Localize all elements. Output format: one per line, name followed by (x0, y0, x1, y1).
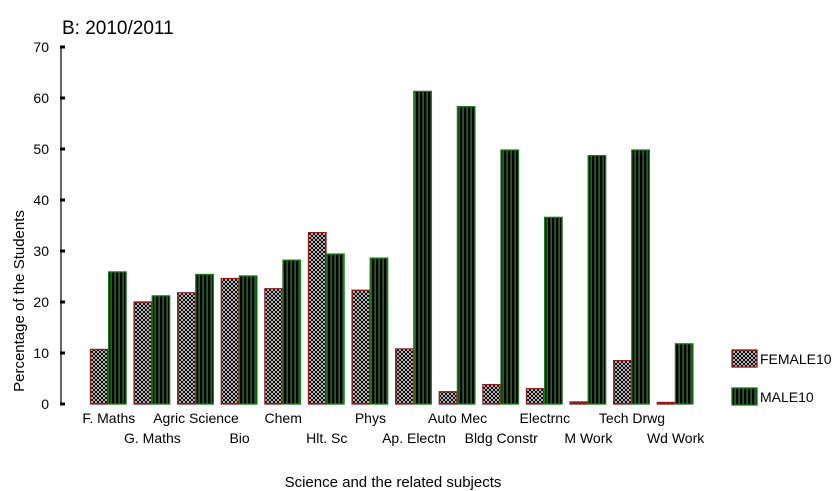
bar-male10-agric-science (195, 273, 214, 405)
bar-female10-electrnc (525, 388, 545, 405)
x-tick-label: G. Maths (124, 430, 181, 446)
bar-female10-auto-mec (438, 391, 458, 405)
y-tick-label: 30 (33, 243, 49, 259)
bar-female10-m-work (569, 401, 589, 405)
y-tick-label: 40 (33, 192, 49, 208)
x-tick-label: Agric Science (153, 410, 239, 426)
bar-female10-tech-drwg (613, 359, 632, 405)
x-axis-label: Science and the related subjects (285, 474, 502, 491)
x-tick-label: Tech Drwg (599, 410, 665, 426)
legend-swatch-male10 (731, 387, 758, 406)
legend-label-male10: MALE10 (760, 389, 814, 405)
bar-male10-m-work (587, 154, 607, 405)
legend-swatch-female10 (731, 349, 758, 368)
x-tick-label: Hlt. Sc (306, 430, 347, 446)
y-tick-label: 10 (33, 345, 49, 361)
legend-label-female10: FEMALE10 (760, 351, 832, 367)
bar-male10-hlt-sc (325, 253, 345, 405)
x-tick-labels: F. Maths G. Maths Agric Science Bio ChemHlt.… (82, 410, 705, 446)
bars-group (89, 90, 694, 405)
bar-male10-tech-drwg (631, 149, 650, 405)
bar-male10-bio (238, 275, 258, 405)
y-tick-label: 20 (33, 294, 49, 310)
x-tick-label: F. Maths (82, 410, 135, 426)
x-tick-label: Ap. Electn (382, 430, 446, 446)
bar-male10-chem (282, 259, 302, 405)
bar-female10-g-maths (133, 301, 153, 405)
y-tick-label: 0 (41, 396, 49, 412)
y-tick-label: 70 (33, 39, 49, 55)
bar-female10-chem (264, 288, 284, 405)
bar-female10-phys (351, 289, 371, 405)
x-tick-label: Bldg Constr (465, 430, 538, 446)
bar-male10-f-maths (107, 271, 127, 405)
y-axis-label: Percentage of the Students (11, 210, 28, 392)
legend: FEMALE10 MALE10 (731, 349, 832, 406)
bar-male10-auto-mec (456, 106, 476, 405)
x-tick-label: Bio (229, 430, 249, 446)
bar-female10-bio (220, 277, 240, 405)
bar-male10-wd-work (674, 343, 694, 405)
y-tick-label: 50 (33, 141, 49, 157)
x-tick-label: M Work (564, 430, 613, 446)
chart-title: B: 2010/2011 (62, 18, 174, 39)
x-tick-label: Auto Mec (428, 410, 487, 426)
x-tick-label: Phys (355, 410, 386, 426)
bar-female10-bldg-constr (482, 383, 502, 405)
y-axis: 0 10 20 30 40 50 60 70 (33, 39, 65, 412)
x-tick-label: Wd Work (647, 430, 705, 446)
x-tick-label: Chem (265, 410, 302, 426)
bar-male10-electrnc (543, 216, 563, 405)
bar-female10-hlt-sc (307, 231, 327, 405)
bar-male10-phys (369, 257, 389, 405)
bar-female10-agric-science (177, 292, 196, 405)
bar-female10-f-maths (89, 348, 109, 405)
bar-female10-ap-electn (395, 348, 414, 405)
x-tick-label: Electrnc (520, 410, 571, 426)
bar-male10-ap-electn (413, 90, 432, 405)
bar-female10-wd-work (656, 401, 676, 405)
bar-male10-g-maths (151, 295, 171, 405)
bar-male10-bldg-constr (500, 149, 520, 405)
y-tick-label: 60 (33, 90, 49, 106)
